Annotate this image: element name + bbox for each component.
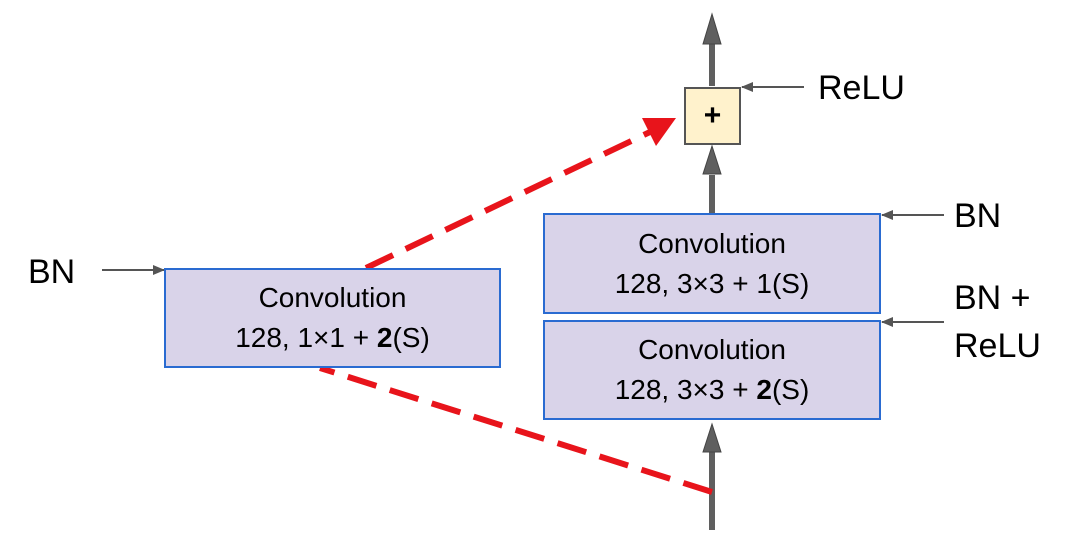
add-node: +	[684, 87, 741, 145]
top-conv-title: Convolution	[638, 227, 786, 259]
left-conv-stride-bold: 2	[376, 322, 393, 353]
bottom-conv-stride-bold: 2	[756, 374, 772, 405]
bottom-conv-title: Convolution	[638, 334, 786, 365]
left-conv-title: Convolution	[258, 282, 407, 313]
bn-relu-label-line1: BN +	[954, 279, 1031, 317]
top-bn-label: BN	[954, 197, 1002, 235]
top-conv-params: 128, 3×3 + 1(S)	[614, 267, 810, 299]
bottom-conv-block: Convolution 128, 3×3 + 2(S)	[543, 320, 881, 420]
shortcut-input-dashed	[319, 365, 713, 495]
output-arrowhead	[702, 12, 722, 45]
shortcut-arrowhead	[642, 118, 676, 146]
left-conv-params-post: (S)	[392, 322, 430, 353]
bn-relu-label-line2: ReLU	[954, 327, 1041, 365]
left-conv-params-pre: 128, 1×1 +	[235, 322, 377, 353]
block-to-add-arrowhead	[702, 144, 722, 175]
left-bn-label: BN	[28, 253, 76, 291]
top-conv-block: Convolution 128, 3×3 + 1(S)	[543, 213, 881, 314]
bottom-conv-params: 128, 3×3 + 2(S)	[545, 370, 879, 410]
bottom-conv-params-post: (S)	[771, 374, 810, 405]
relu-label: ReLU	[818, 69, 905, 107]
plus-icon: +	[703, 99, 722, 132]
shortcut-output-dashed	[364, 129, 652, 271]
left-conv-block: Convolution 128, 1×1 + 2(S)	[164, 268, 501, 368]
left-conv-params: 128, 1×1 + 2(S)	[166, 318, 499, 358]
bottom-conv-params-pre: 128, 3×3 +	[614, 374, 757, 405]
input-arrowhead	[702, 422, 722, 453]
